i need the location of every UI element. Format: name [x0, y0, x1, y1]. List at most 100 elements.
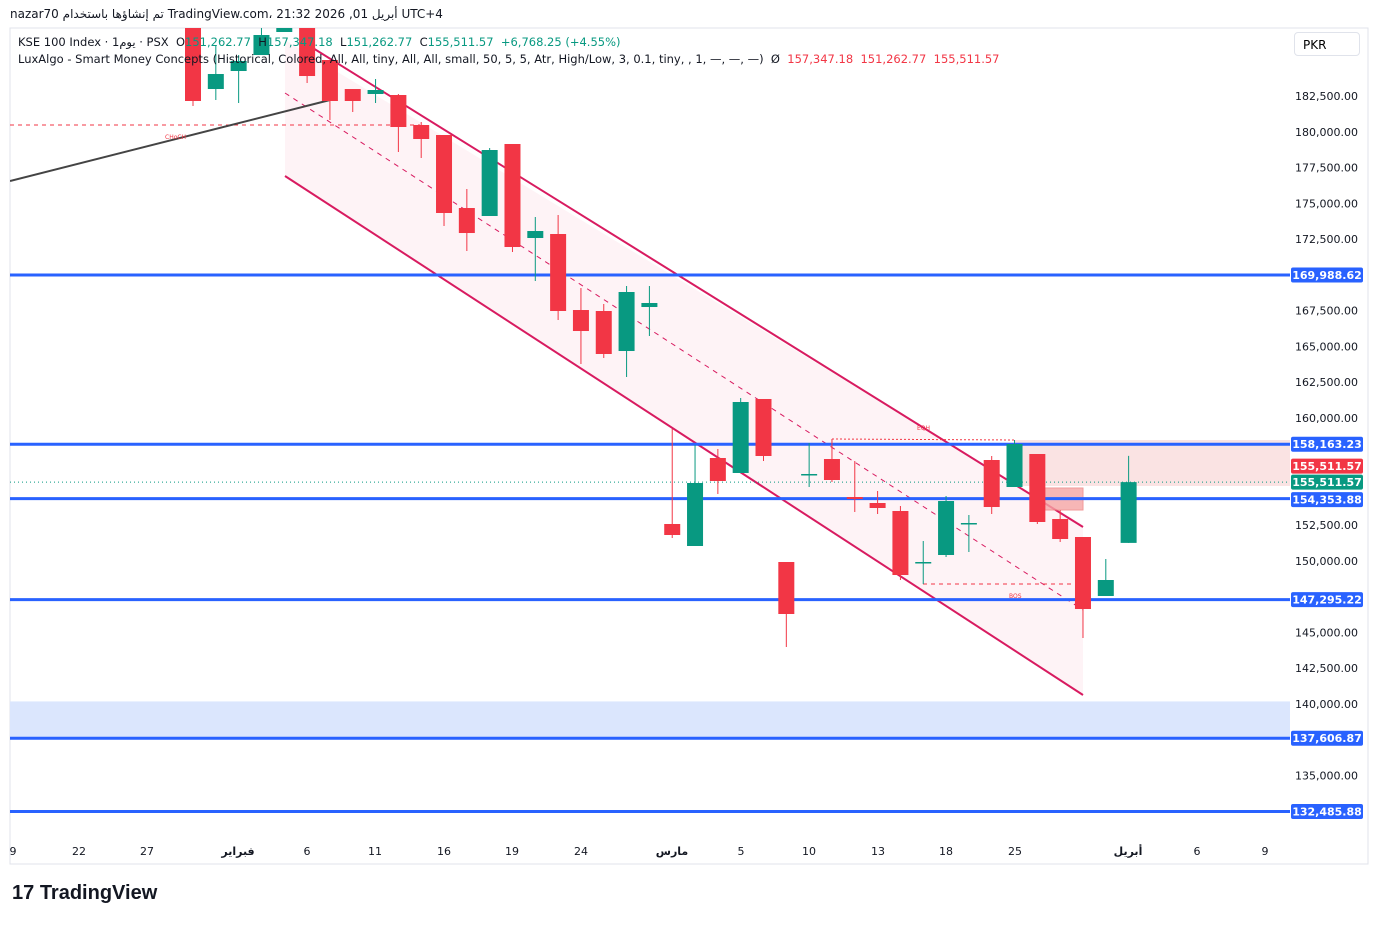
candle-body — [1006, 443, 1023, 488]
candle — [687, 444, 704, 546]
high-value: 157,347.18 — [266, 35, 333, 49]
candle-body — [207, 74, 224, 90]
x-tick-label: 25 — [1008, 845, 1022, 858]
indicator-value: 157,347.18 — [787, 52, 854, 66]
y-tick-label: 182,500.00 — [1295, 90, 1358, 103]
candle — [1097, 559, 1114, 597]
price-badge — [1291, 730, 1363, 746]
candle-body — [687, 483, 704, 546]
candle — [892, 506, 909, 580]
candle — [938, 496, 955, 557]
candle-body — [801, 473, 818, 476]
symbol-name[interactable]: KSE 100 Index · 1يوم · PSX — [18, 35, 169, 49]
candle — [778, 562, 795, 647]
open-value: 151,262.77 — [185, 35, 251, 49]
trend-line — [10, 99, 331, 182]
price-badge-label: 155,511.57 — [1292, 476, 1362, 489]
price-badge — [1291, 267, 1363, 283]
demand-zone — [10, 701, 1290, 739]
candle — [436, 135, 453, 227]
chart-attribution: nazar70 تم إنشاؤها باستخدام TradingView.… — [10, 7, 443, 21]
x-tick-label: 9 — [10, 845, 17, 858]
candle-body — [1029, 453, 1046, 522]
candle — [983, 455, 1000, 514]
channel-upper — [299, 39, 1084, 528]
candle-body — [938, 501, 955, 555]
candle-body — [299, 28, 316, 77]
candle-body — [550, 233, 567, 311]
candle — [321, 60, 338, 121]
candle-body — [915, 562, 932, 564]
candle — [207, 45, 224, 101]
candle-body — [892, 510, 909, 576]
candle-body — [983, 460, 1000, 508]
price-badge-label: 132,485.88 — [1292, 805, 1362, 818]
y-tick-label: 150,000.00 — [1295, 555, 1358, 568]
candle-body — [436, 135, 453, 214]
candle-body — [344, 89, 361, 102]
candle — [230, 55, 247, 104]
y-tick-label: 167,500.00 — [1295, 305, 1358, 318]
x-tick-label: أبريل — [1114, 844, 1143, 858]
candle — [276, 28, 293, 32]
price-badge-label: 137,606.87 — [1292, 732, 1362, 745]
x-tick-label: 27 — [140, 845, 154, 858]
x-tick-label: 16 — [437, 845, 451, 858]
candle — [823, 439, 840, 483]
y-tick-label: 165,000.00 — [1295, 340, 1358, 353]
candle — [1006, 440, 1023, 488]
symbol-legend: KSE 100 Index · 1يوم · PSX O151,262.77 H… — [18, 35, 621, 49]
candle-body — [390, 95, 407, 128]
candle — [960, 515, 977, 553]
price-badge — [1291, 458, 1363, 474]
candle-body — [755, 398, 772, 456]
candle — [641, 286, 658, 337]
indicator-name[interactable]: LuxAlgo - Smart Money Concepts (Historic… — [18, 52, 764, 66]
candle — [1120, 455, 1137, 543]
y-tick-label: 162,500.00 — [1295, 376, 1358, 389]
candle-body — [664, 523, 681, 535]
candle-body — [230, 61, 247, 72]
channel-lower — [284, 175, 1084, 696]
price-badge — [1291, 592, 1363, 608]
supply-zone — [1015, 440, 1290, 486]
candle — [344, 89, 361, 113]
close-label: C — [419, 35, 428, 49]
candle-body — [732, 401, 749, 473]
candle-body — [572, 310, 589, 332]
candle-body — [1074, 537, 1091, 610]
candle — [869, 490, 886, 514]
currency-button[interactable]: PKR — [1294, 32, 1360, 56]
x-tick-label: 6 — [304, 845, 311, 858]
candle — [367, 79, 384, 104]
candle — [915, 541, 932, 585]
x-tick-label: 9 — [1262, 845, 1269, 858]
price-badge-label: 169,988.62 — [1292, 269, 1362, 282]
candle — [504, 143, 521, 253]
x-tick-label: 24 — [574, 845, 588, 858]
candle — [595, 304, 612, 359]
x-tick-label: فبراير — [220, 845, 254, 858]
candle-body — [641, 303, 658, 308]
candle-body — [1052, 519, 1069, 540]
plot-area: CHoCH EQH BOS — [10, 28, 1290, 813]
indicator-legend: LuxAlgo - Smart Money Concepts (Historic… — [18, 52, 1000, 66]
candle — [185, 28, 201, 107]
y-tick-label: 142,500.00 — [1295, 662, 1358, 675]
x-tick-label: 19 — [505, 845, 519, 858]
x-tick-label: 5 — [738, 845, 745, 858]
candle-body — [458, 208, 475, 234]
price-badge — [1291, 474, 1363, 490]
candle — [1074, 537, 1091, 639]
x-tick-label: 11 — [368, 845, 382, 858]
y-tick-label: 140,000.00 — [1295, 698, 1358, 711]
price-badge-label: 154,353.88 — [1292, 494, 1362, 507]
candle-body — [185, 28, 201, 102]
candle-body — [869, 503, 886, 509]
candle — [801, 442, 818, 488]
candle — [755, 398, 772, 462]
y-tick-label: 175,000.00 — [1295, 197, 1358, 210]
indicator-value: 151,262.77 — [860, 52, 927, 66]
y-tick-label: 152,500.00 — [1295, 519, 1358, 532]
